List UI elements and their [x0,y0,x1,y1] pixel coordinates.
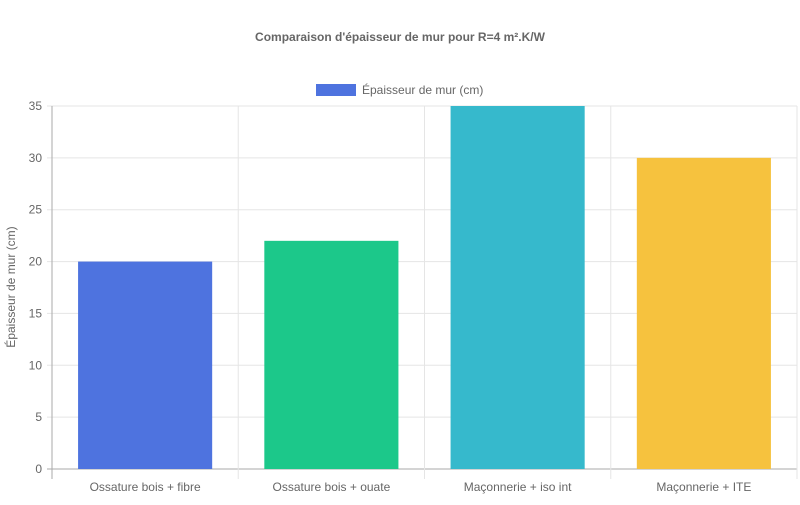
legend-swatch [316,84,356,96]
x-tick-label: Maçonnerie + iso int [464,480,572,494]
x-tick-label: Ossature bois + fibre [90,480,201,494]
y-tick-label: 30 [29,151,43,165]
ticks: 0 5 10 15 20 25 30 35 Ossature bois + fibre Ossat… [29,99,752,494]
y-tick-label: 15 [29,306,43,320]
chart-title: Comparaison d'épaisseur de mur pour R=4 … [255,30,546,44]
bars [78,106,771,469]
y-axis-label: Épaisseur de mur (cm) [3,226,18,347]
bar [636,157,771,469]
y-tick-label: 5 [35,410,42,424]
bar [450,106,585,469]
legend[interactable]: Épaisseur de mur (cm) [316,82,483,97]
y-tick-label: 0 [35,462,42,476]
x-tick-label: Ossature bois + ouate [273,480,391,494]
legend-label: Épaisseur de mur (cm) [362,82,483,97]
y-tick-label: 25 [29,203,43,217]
y-tick-label: 35 [29,99,43,113]
y-tick-label: 20 [29,255,43,269]
x-tick-label: Maçonnerie + ITE [656,480,751,494]
bar [264,240,399,469]
y-tick-label: 10 [29,358,43,372]
bar [78,261,213,469]
